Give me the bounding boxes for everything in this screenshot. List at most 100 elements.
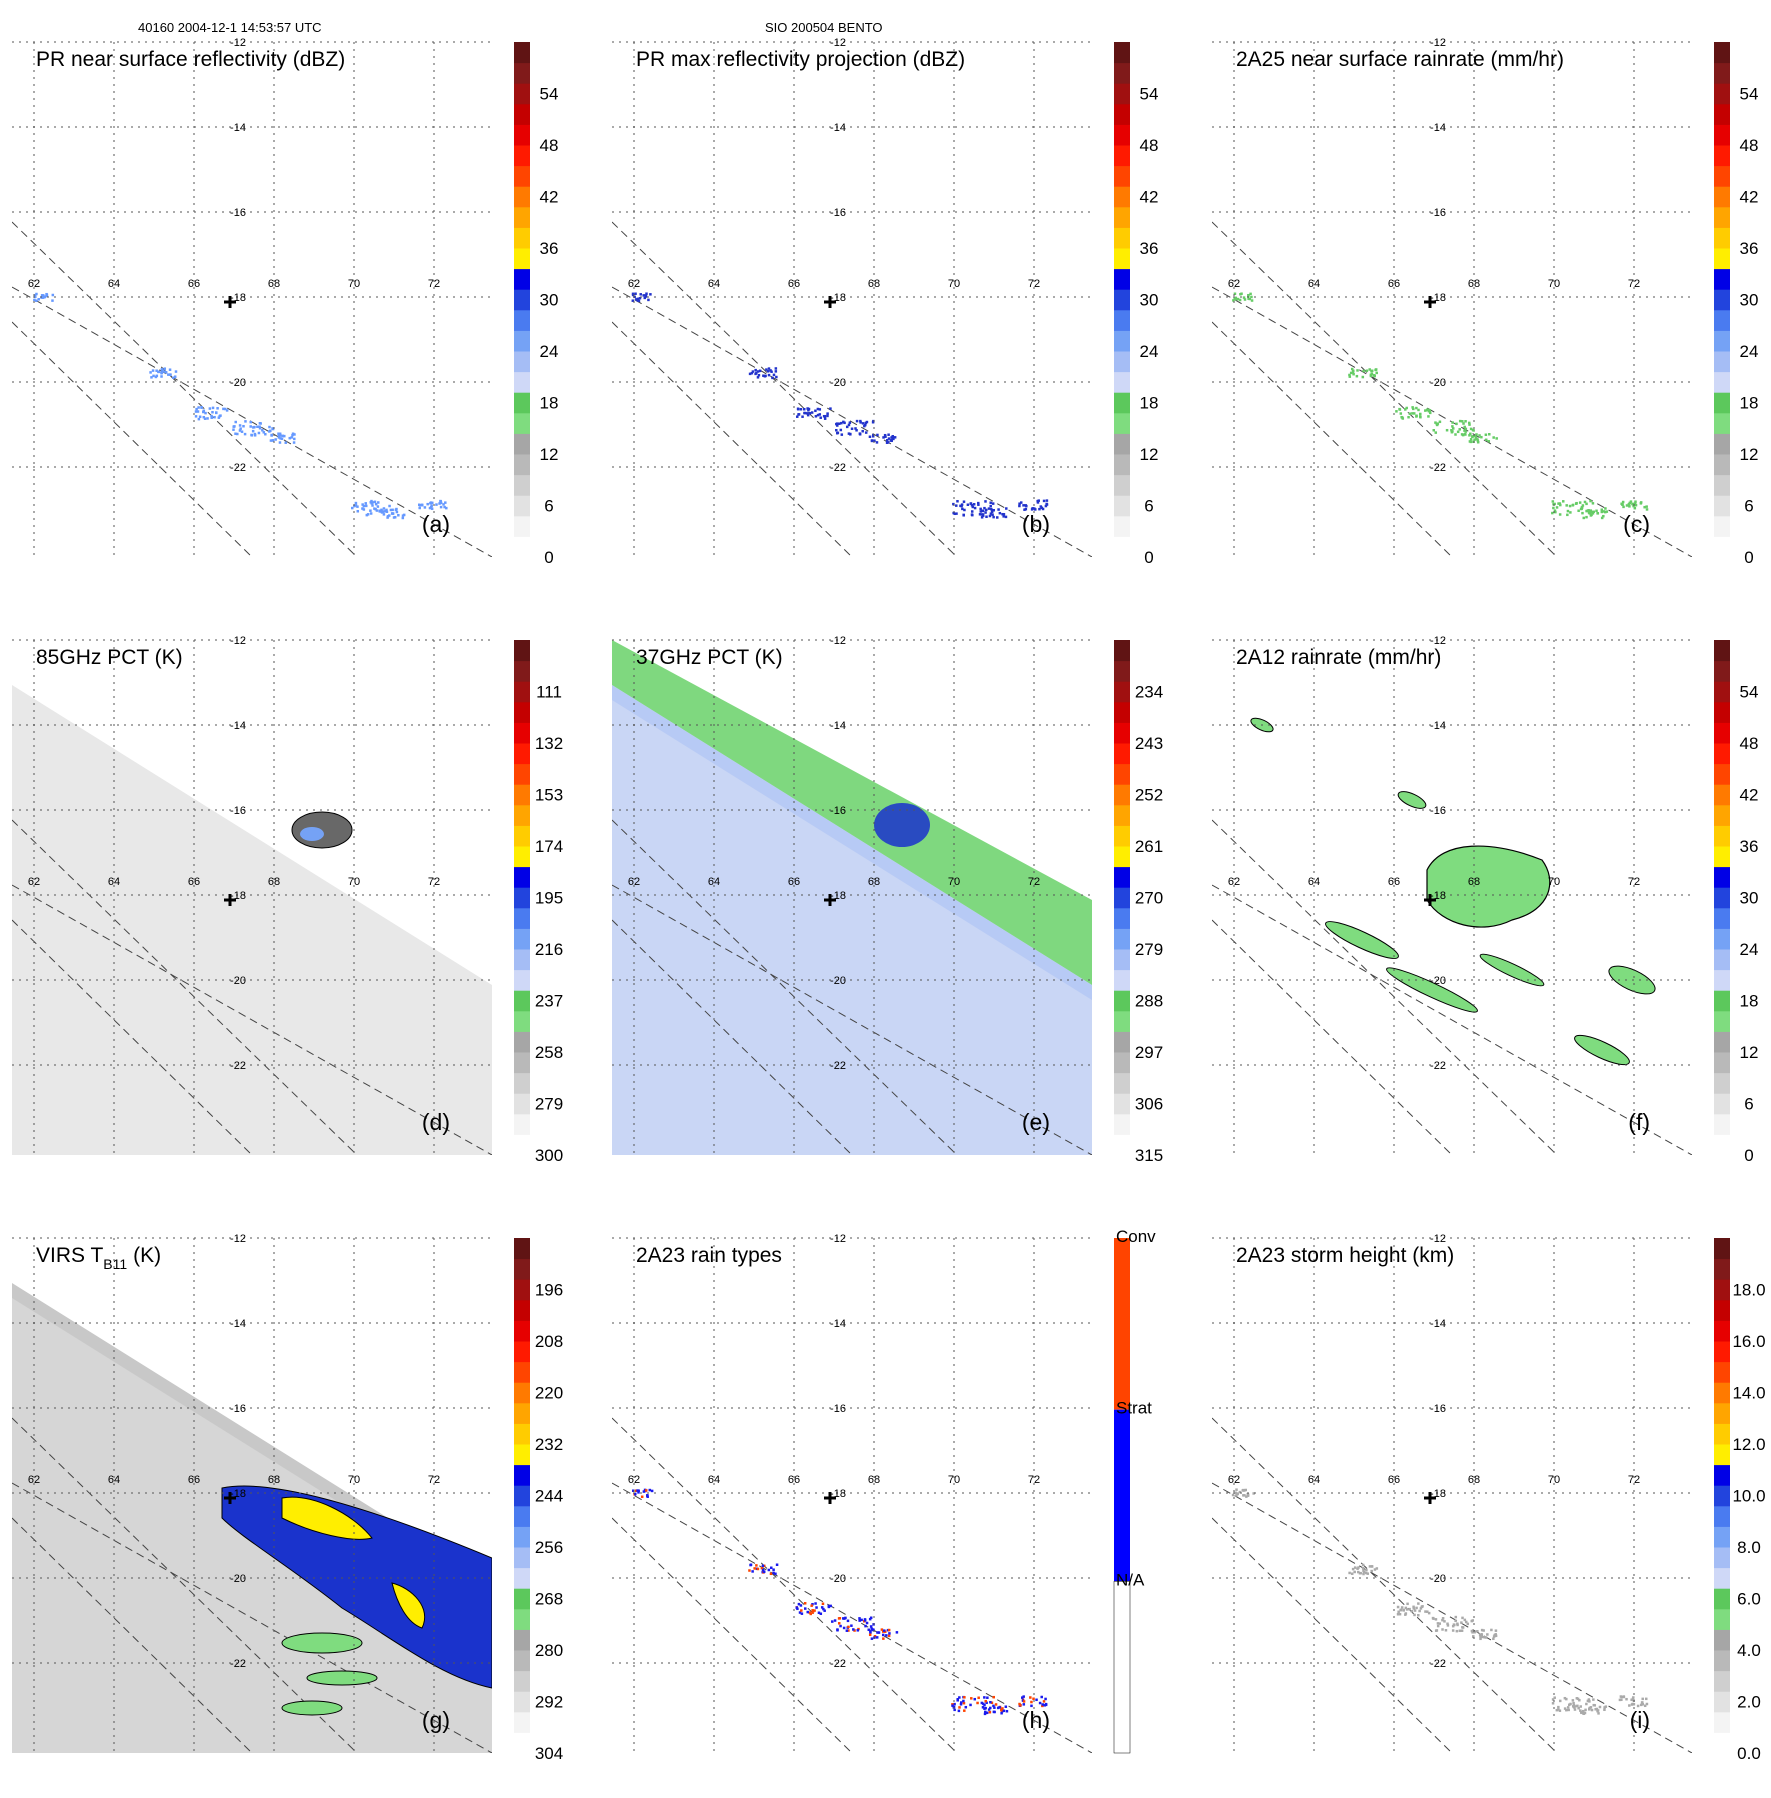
rain-pixel (1483, 1635, 1486, 1639)
rain-pixel (980, 1701, 984, 1705)
rain-pixel (249, 420, 252, 424)
rain-pixel (1456, 430, 1460, 434)
rain-pixel (1246, 1494, 1250, 1497)
rain-pixel (1043, 1704, 1047, 1707)
rain-pixel (1232, 299, 1235, 302)
rain-pixel (364, 502, 367, 505)
rain-pixel (1586, 1699, 1590, 1703)
rain-pixel (1431, 1616, 1435, 1620)
panel-title: PR near surface reflectivity (dBZ) (36, 48, 345, 71)
rain-pixel (869, 1625, 873, 1628)
rain-pixel (197, 406, 200, 409)
rain-pixel (633, 1492, 637, 1496)
rain-pixel (1417, 1613, 1420, 1617)
rain-pixel (1600, 510, 1604, 514)
rain-pixel (1044, 1703, 1048, 1707)
rain-pixel (225, 409, 229, 412)
lat-tick-label: -20 (1430, 377, 1446, 389)
rain-pixel (1480, 435, 1483, 439)
rain-pixel (1425, 408, 1429, 412)
rain-pixel (1244, 1488, 1247, 1492)
rain-pixel (806, 413, 810, 417)
lon-tick-label: 72 (1028, 876, 1040, 888)
rain-pixel (288, 436, 292, 440)
rain-pixel (766, 370, 770, 373)
rain-pixel (160, 368, 164, 371)
rain-pixel (277, 432, 280, 435)
rain-pixel (959, 504, 962, 508)
rain-pixel (274, 438, 277, 441)
panel-label: (h) (1022, 1707, 1050, 1733)
swath-boundary-b-0 (612, 221, 958, 557)
rain-pixel (1435, 423, 1439, 427)
rain-pixel (391, 508, 394, 512)
rain-pixel (953, 512, 957, 516)
rain-pixel (984, 511, 987, 514)
colorbar-tick-label: 24 (1740, 342, 1759, 361)
rain-pixel (1494, 1634, 1498, 1638)
lat-tick-label: -16 (1430, 207, 1446, 219)
colorbar-tick-label: 48 (540, 136, 559, 155)
rain-pixel (795, 1606, 799, 1609)
rain-pixel (859, 419, 862, 423)
rain-pixel (351, 506, 354, 510)
lon-tick-label: 68 (1468, 278, 1480, 290)
lon-tick-label: 72 (428, 278, 440, 290)
rain-pixel (1411, 406, 1414, 409)
rain-pixel (1240, 292, 1243, 295)
rain-pixel (194, 415, 198, 418)
lat-tick-label: -20 (830, 377, 846, 389)
rain-pixel (1353, 1566, 1357, 1569)
rain-pixel (1472, 429, 1475, 432)
rain-pixel (872, 1628, 875, 1632)
lat-tick-label: -22 (1430, 1060, 1446, 1072)
rain-pixel (971, 513, 974, 517)
colorbar-tick-label: 220 (535, 1384, 563, 1403)
rain-pixel (876, 433, 879, 437)
lat-tick-label: -14 (830, 1318, 846, 1330)
rain-pixel (1412, 1605, 1415, 1609)
rain-pixel (1588, 1706, 1591, 1710)
rain-pixel (1600, 516, 1604, 520)
rain-pixel (1451, 421, 1454, 424)
rain-pixel (845, 1629, 849, 1632)
rain-pixel (631, 299, 635, 302)
rain-pixel (293, 433, 296, 436)
rain-pixel (256, 425, 259, 428)
rain-pixel (889, 439, 893, 442)
rain-pixel (354, 504, 358, 507)
lat-tick-label: -20 (230, 377, 246, 389)
rain-pixel (870, 439, 874, 443)
rain-pixel (873, 1635, 877, 1638)
rain-pixel (774, 1572, 777, 1576)
rain-pixel (1555, 506, 1559, 509)
rain-pixel (1413, 1613, 1416, 1617)
rain-pixel (1557, 1708, 1560, 1711)
rain-pixel (1578, 1698, 1581, 1702)
rain-pixel (769, 1572, 773, 1576)
rain-pixel (1424, 1610, 1427, 1613)
rain-pixel (257, 431, 261, 435)
rain-pixel (847, 1625, 850, 1629)
rain-pixel (863, 1619, 867, 1622)
rain-pixel (1476, 1629, 1479, 1633)
rain-pixel (998, 1706, 1001, 1709)
rain-pixel (1415, 406, 1418, 410)
rain-pixel (774, 367, 778, 370)
rain-pixel (756, 370, 760, 373)
panel-label: (g) (422, 1707, 450, 1733)
colorbar-tick-label: 8.0 (1737, 1538, 1761, 1557)
rain-pixel (1005, 1709, 1009, 1713)
rain-pixel (1641, 1697, 1644, 1701)
rain-pixel (1460, 1629, 1464, 1632)
rain-pixel (772, 1571, 775, 1575)
rain-pixel (1476, 438, 1479, 441)
rain-pixel (1235, 1494, 1238, 1497)
colorbar-tick-label: 6 (544, 497, 553, 516)
rain-pixel (277, 436, 281, 439)
rain-pixel (1636, 1704, 1640, 1708)
convective-core-e (874, 803, 930, 847)
rain-pixel (442, 503, 445, 506)
rain-pixel (1372, 374, 1376, 377)
colorbar-tick-label: 6 (1744, 497, 1753, 516)
